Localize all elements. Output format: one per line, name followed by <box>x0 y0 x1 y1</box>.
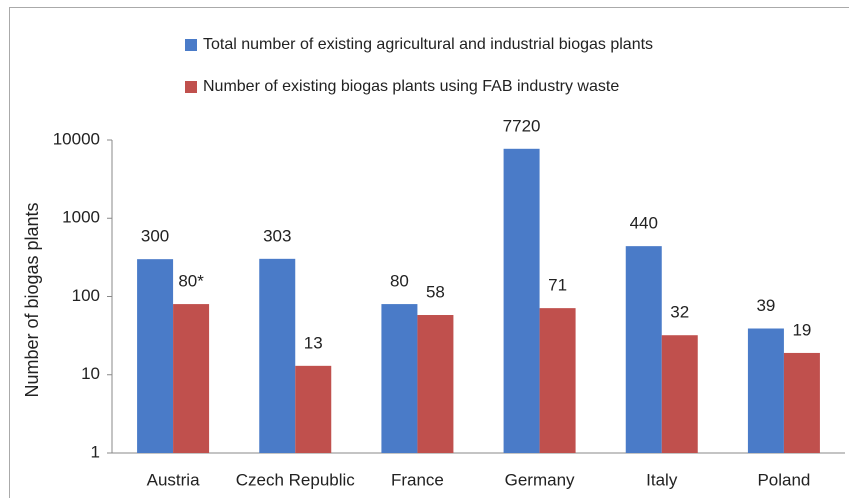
data-label: 32 <box>670 303 689 322</box>
bar <box>503 148 540 453</box>
x-tick-label: Poland <box>757 470 810 489</box>
data-label: 80 <box>390 272 409 291</box>
y-tick-label: 10 <box>81 364 100 383</box>
data-label: 303 <box>263 226 291 245</box>
legend-swatch <box>185 81 197 93</box>
bar <box>417 315 454 453</box>
y-tick-label: 100 <box>72 286 100 305</box>
legend-label: Total number of existing agricultural an… <box>203 36 653 53</box>
chart-border <box>9 7 849 498</box>
bar <box>625 246 662 453</box>
y-tick-label: 1000 <box>62 208 100 227</box>
data-label: 7720 <box>503 116 541 135</box>
legend-swatch <box>185 39 197 51</box>
x-tick-label: Italy <box>646 470 678 489</box>
y-tick-label: 1 <box>91 442 100 461</box>
x-tick-label: France <box>391 470 444 489</box>
bar <box>137 259 174 453</box>
bar <box>747 328 784 453</box>
data-label: 39 <box>756 296 775 315</box>
bar <box>259 258 296 453</box>
x-tick-label: Austria <box>147 470 200 489</box>
x-tick-label: Germany <box>505 470 575 489</box>
data-label: 71 <box>548 276 567 295</box>
bar <box>539 308 576 453</box>
data-label: 58 <box>426 282 445 301</box>
legend-label: Number of existing biogas plants using F… <box>203 78 619 95</box>
x-tick-label: Czech Republic <box>236 470 356 489</box>
bar <box>783 352 820 453</box>
bar <box>381 304 418 453</box>
data-label: 300 <box>141 227 169 246</box>
bar <box>173 304 210 453</box>
y-axis-label: Number of biogas plants <box>22 202 42 397</box>
bar <box>295 365 332 453</box>
data-label: 19 <box>792 320 811 339</box>
bar <box>661 335 698 453</box>
data-label: 440 <box>630 214 658 233</box>
data-label: 80* <box>178 272 204 291</box>
y-tick-label: 10000 <box>53 129 100 148</box>
data-label: 13 <box>304 333 323 352</box>
